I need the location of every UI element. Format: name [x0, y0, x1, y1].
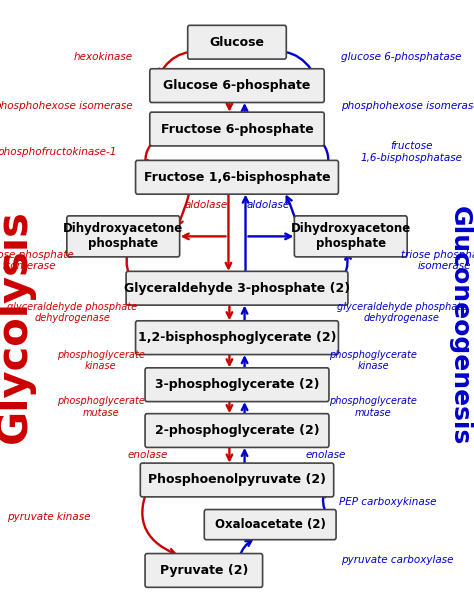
- Text: Gluconeogenesis: Gluconeogenesis: [448, 206, 472, 445]
- Text: aldolase: aldolase: [184, 200, 228, 210]
- FancyBboxPatch shape: [188, 25, 286, 59]
- FancyBboxPatch shape: [294, 216, 407, 257]
- FancyBboxPatch shape: [136, 321, 338, 355]
- Text: triose phosphate
isomerase: triose phosphate isomerase: [0, 250, 73, 271]
- Text: 3-phosphoglycerate (2): 3-phosphoglycerate (2): [155, 378, 319, 391]
- Text: Glycolysis: Glycolysis: [0, 209, 35, 443]
- Text: phosphohexose isomerase: phosphohexose isomerase: [341, 101, 474, 111]
- FancyBboxPatch shape: [150, 69, 324, 103]
- Text: aldolase: aldolase: [246, 200, 290, 210]
- Text: Fructose 6-phosphate: Fructose 6-phosphate: [161, 122, 313, 136]
- Text: fructose
1,6-bisphosphatase: fructose 1,6-bisphosphatase: [360, 141, 462, 163]
- Text: triose phosphate
isomerase: triose phosphate isomerase: [401, 250, 474, 271]
- Text: Glucose: Glucose: [210, 36, 264, 49]
- FancyBboxPatch shape: [145, 414, 329, 447]
- Text: Pyruvate (2): Pyruvate (2): [160, 564, 248, 577]
- Text: Glyceraldehyde 3-phosphate (2): Glyceraldehyde 3-phosphate (2): [124, 282, 350, 295]
- Text: hexokinase: hexokinase: [73, 52, 133, 62]
- Text: enolase: enolase: [128, 450, 168, 459]
- Text: glucose 6-phosphatase: glucose 6-phosphatase: [341, 52, 462, 62]
- Text: 1,2-bisphosphoglycerate (2): 1,2-bisphosphoglycerate (2): [138, 331, 336, 344]
- Text: phosphoglycerate
mutase: phosphoglycerate mutase: [57, 396, 145, 418]
- Text: Oxaloacetate (2): Oxaloacetate (2): [215, 518, 326, 531]
- Text: enolase: enolase: [306, 450, 346, 459]
- Text: glyceraldehyde phosphate
dehydrogenase: glyceraldehyde phosphate dehydrogenase: [337, 302, 467, 323]
- Text: glyceraldehyde phosphate
dehydrogenase: glyceraldehyde phosphate dehydrogenase: [7, 302, 137, 323]
- Text: phosphoglycerate
kinase: phosphoglycerate kinase: [329, 350, 417, 371]
- FancyBboxPatch shape: [145, 554, 263, 587]
- Text: phosphohexose isomerase: phosphohexose isomerase: [0, 101, 133, 111]
- Text: pyruvate carboxylase: pyruvate carboxylase: [341, 555, 454, 564]
- FancyBboxPatch shape: [204, 510, 336, 540]
- Text: pyruvate kinase: pyruvate kinase: [7, 513, 90, 522]
- FancyBboxPatch shape: [150, 112, 324, 146]
- FancyBboxPatch shape: [67, 216, 180, 257]
- Text: Glucose 6-phosphate: Glucose 6-phosphate: [164, 79, 310, 92]
- FancyBboxPatch shape: [136, 160, 338, 194]
- FancyBboxPatch shape: [126, 271, 348, 305]
- FancyBboxPatch shape: [140, 463, 334, 497]
- Text: PEP carboxykinase: PEP carboxykinase: [339, 497, 437, 507]
- FancyBboxPatch shape: [145, 368, 329, 402]
- Text: phosphoglycerate
mutase: phosphoglycerate mutase: [329, 396, 417, 418]
- Text: phosphoglycerate
kinase: phosphoglycerate kinase: [57, 350, 145, 371]
- Text: Dihydroxyacetone
phosphate: Dihydroxyacetone phosphate: [63, 223, 183, 250]
- Text: Fructose 1,6-bisphosphate: Fructose 1,6-bisphosphate: [144, 171, 330, 184]
- Text: phosphofructokinase-1: phosphofructokinase-1: [0, 147, 116, 157]
- Text: 2-phosphoglycerate (2): 2-phosphoglycerate (2): [155, 424, 319, 437]
- Text: Phosphoenolpyruvate (2): Phosphoenolpyruvate (2): [148, 473, 326, 487]
- Text: Dihydroxyacetone
phosphate: Dihydroxyacetone phosphate: [291, 223, 411, 250]
